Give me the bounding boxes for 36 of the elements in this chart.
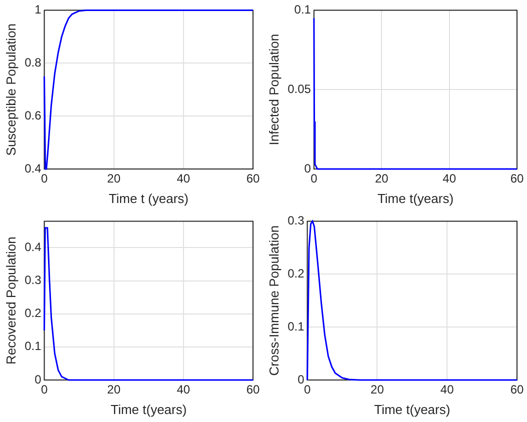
x-tick-label: 60 — [246, 382, 260, 397]
y-tick-label: 0.4 — [24, 161, 42, 176]
y-axis-title: Infected Population — [266, 34, 282, 146]
x-axis-title: Time t(years) — [374, 402, 450, 417]
x-axis-title: Time t(years) — [110, 402, 187, 417]
y-tick-label: 0.2 — [288, 266, 305, 280]
y-axis-title: Cross-Immune Population — [266, 225, 282, 376]
x-tick-label: 40 — [440, 382, 454, 397]
y-tick-label: 0 — [304, 161, 312, 176]
x-tick-label: 40 — [176, 172, 190, 186]
y-tick-label: 1 — [34, 2, 42, 17]
x-tick-label: 20 — [107, 172, 121, 186]
y-tick-label: 0.3 — [24, 273, 42, 288]
y-tick-label: 0.3 — [288, 214, 305, 228]
x-tick-label: 40 — [176, 382, 190, 397]
y-tick-label: 0.4 — [24, 240, 42, 254]
y-tick-label: 0.2 — [24, 306, 42, 320]
y-tick-label: 0.05 — [288, 82, 312, 96]
y-axis-title: Recovered Population — [3, 236, 18, 365]
y-tick-label: 0 — [34, 372, 42, 386]
y-tick-label: 0.1 — [24, 339, 42, 354]
y-tick-label: 0.1 — [288, 319, 305, 334]
x-tick-label: 40 — [442, 172, 456, 186]
x-tick-label: 60 — [510, 172, 524, 186]
x-tick-label: 20 — [374, 172, 389, 186]
y-tick-label: 0 — [298, 372, 305, 386]
y-axis-title: Susceptible Population — [3, 23, 18, 156]
y-tick-label: 0.8 — [24, 55, 42, 70]
x-axis-title: Time t(years) — [377, 190, 454, 206]
x-axis-title: Time t (years) — [108, 190, 188, 206]
x-tick-label: 20 — [107, 382, 121, 397]
x-tick-label: 20 — [370, 382, 384, 397]
y-tick-label: 0.1 — [294, 2, 312, 17]
x-tick-label: 60 — [510, 382, 524, 397]
x-tick-label: 60 — [246, 172, 260, 186]
y-tick-label: 0.6 — [24, 108, 42, 122]
